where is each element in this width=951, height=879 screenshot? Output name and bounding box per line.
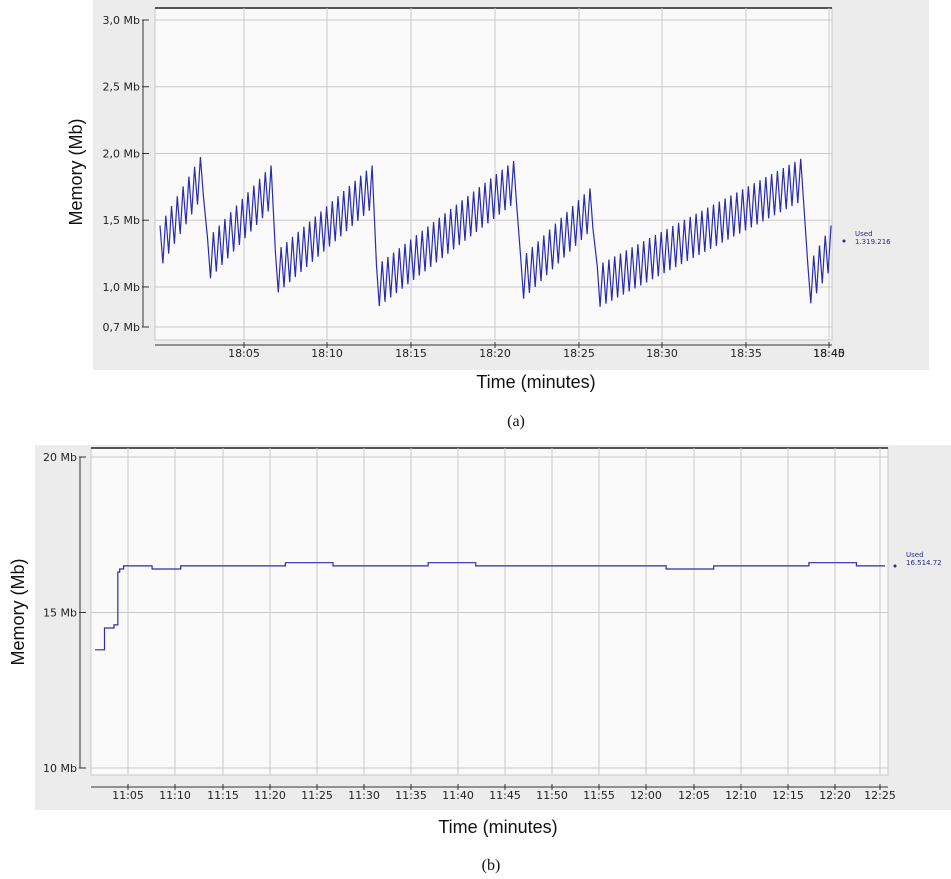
x-tick-label: 11:35	[395, 789, 427, 802]
x-tick-label: 18:20	[479, 347, 511, 360]
y-tick-label: 1,0 Mb	[103, 281, 140, 294]
legend-label: Used	[855, 230, 873, 238]
x-tick-label: 11:25	[301, 789, 333, 802]
x-tick-label: 12:00	[630, 789, 662, 802]
y-tick-label: 2,0 Mb	[103, 147, 140, 160]
x-tick-label: 11:30	[348, 789, 380, 802]
series-used-line	[159, 156, 832, 307]
y-tick-label: 15 Mb	[43, 607, 77, 620]
x-tick-label: 18:45	[813, 347, 845, 360]
plot-area	[154, 7, 833, 341]
x-tick-label: 11:15	[207, 789, 239, 802]
x-tick-label: 18:40	[813, 347, 845, 360]
x-tick-label: 18:15	[395, 347, 427, 360]
plot-area	[90, 447, 889, 776]
x-tick-label: 12:20	[819, 789, 851, 802]
x-tick-label: 11:45	[489, 789, 521, 802]
legend-value: 1.319.216	[855, 238, 891, 246]
x-tick-label: 11:10	[159, 789, 191, 802]
y-tick-label: 3,0 Mb	[103, 14, 140, 27]
y-tick-label: 1,5 Mb	[103, 214, 140, 227]
figure-caption: (a)	[507, 413, 525, 430]
x-tick-label: 12:15	[772, 789, 804, 802]
x-axis-title: Time (minutes)	[476, 372, 595, 392]
x-tick-label: 18:25	[563, 347, 595, 360]
y-tick-label: 0,7 Mb	[103, 321, 140, 334]
chart-b: 20 Mb 15 Mb 10 Mb 11:05 11:10 11:15 11:20 11:25…	[8, 445, 951, 874]
y-axis-title: Memory (Mb)	[8, 559, 28, 666]
x-tick-label: 11:40	[442, 789, 474, 802]
chart-a: 3,0 Mb 2,5 Mb 2,0 Mb 1,5 Mb 1,0 Mb 0,7 Mb 18:0…	[66, 0, 929, 430]
series-used-line	[95, 562, 885, 651]
legend-marker	[893, 564, 897, 568]
y-tick-label: 10 Mb	[43, 762, 77, 775]
y-axis-title: Memory (Mb)	[66, 119, 86, 226]
x-tick-label: 18:05	[228, 347, 260, 360]
x-tick-label: 11:20	[254, 789, 286, 802]
figure-caption: (b)	[482, 857, 501, 874]
legend-label: Used	[906, 551, 924, 559]
legend-marker	[842, 239, 846, 243]
x-tick-label: 11:05	[112, 789, 144, 802]
x-tick-label: 18:30	[646, 347, 678, 360]
x-tick-label: 11:50	[536, 789, 568, 802]
x-tick-label: 12:10	[725, 789, 757, 802]
x-tick-label: 18:10	[311, 347, 343, 360]
y-tick-label: 2,5 Mb	[103, 81, 140, 94]
x-tick-label: 12:05	[678, 789, 710, 802]
legend-value: 16.514.72	[906, 559, 942, 567]
y-tick-label: 20 Mb	[43, 451, 77, 464]
x-tick-label: 12:25	[864, 789, 896, 802]
x-tick-label: 11:55	[583, 789, 615, 802]
x-axis-title: Time (minutes)	[438, 817, 557, 837]
x-tick-label: 18:35	[730, 347, 762, 360]
